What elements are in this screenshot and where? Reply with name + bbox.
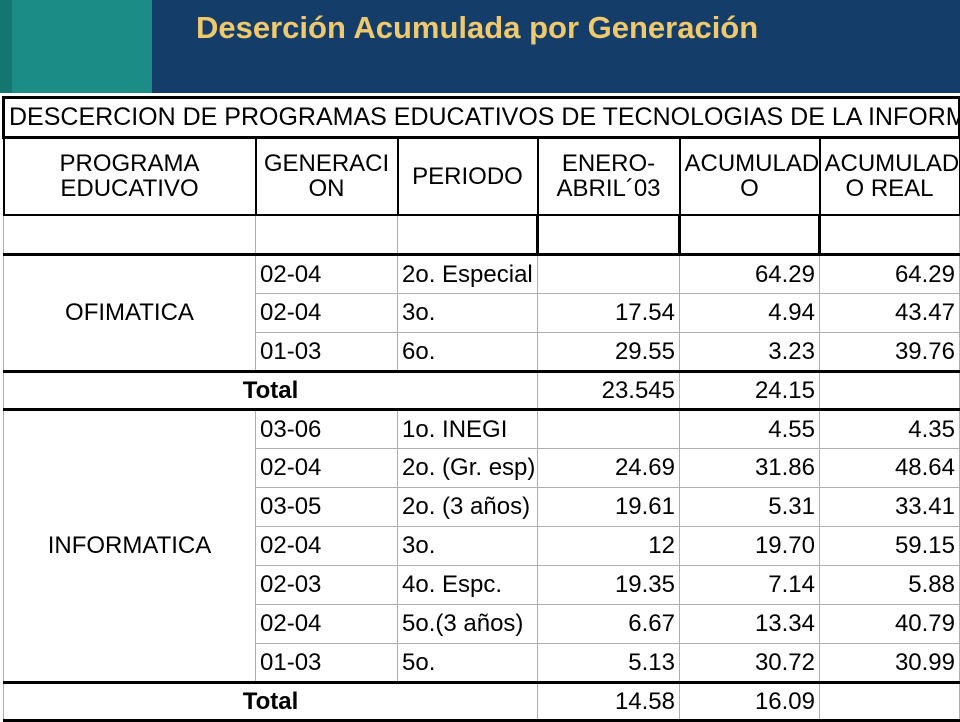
- generation-cell: 01-03: [255, 643, 398, 683]
- generation-cell: 01-03: [255, 332, 398, 372]
- generation-cell: 02-04: [255, 448, 398, 488]
- accumulated-cell: 19.70: [679, 526, 820, 566]
- empty-cell: [818, 214, 960, 256]
- accumulated-real-cell: 48.64: [819, 448, 960, 488]
- column-header: ENERO- ABRIL´03: [536, 136, 681, 216]
- accumulated-real-cell: 5.88: [819, 565, 960, 605]
- jan-apr-cell: [537, 409, 680, 449]
- accumulated-cell: 64.29: [679, 254, 820, 294]
- program-name-cell: OFIMATICA: [3, 254, 256, 372]
- period-cell: 2o. (Gr. esp): [397, 448, 538, 488]
- period-cell: 4o. Espc.: [397, 565, 538, 605]
- slide-title: Deserción Acumulada por Generación: [196, 10, 759, 45]
- total-accumulated-real-cell: [819, 681, 960, 722]
- total-accumulated-cell: 16.09: [679, 681, 820, 722]
- empty-cell: [255, 214, 398, 256]
- accumulated-cell: 30.72: [679, 643, 820, 683]
- total-label: Total: [3, 370, 538, 411]
- accumulated-cell: 4.94: [679, 293, 820, 333]
- accumulated-real-cell: 40.79: [819, 604, 960, 644]
- accumulated-real-cell: 59.15: [819, 526, 960, 566]
- column-header: ACUMULAD O REAL: [818, 136, 960, 216]
- accumulated-cell: 3.23: [679, 332, 820, 372]
- jan-apr-cell: [537, 254, 680, 294]
- dropout-table: DESCERCION DE PROGRAMAS EDUCATIVOS DE TE…: [2, 96, 960, 722]
- jan-apr-cell: 17.54: [537, 293, 680, 333]
- total-jan-apr-cell: 23.545: [537, 370, 680, 411]
- table-caption: DESCERCION DE PROGRAMAS EDUCATIVOS DE TE…: [2, 96, 960, 139]
- accumulated-real-cell: 64.29: [819, 254, 960, 294]
- accumulated-cell: 13.34: [679, 604, 820, 644]
- table-row: 01-03 5o. 5.13 30.72 30.99: [4, 643, 960, 683]
- jan-apr-cell: 29.55: [537, 332, 680, 372]
- total-row: Total 14.58 16.09: [3, 681, 960, 722]
- period-cell: 3o.: [397, 293, 538, 333]
- generation-cell: 02-04: [255, 526, 398, 566]
- jan-apr-cell: 19.61: [537, 487, 680, 527]
- jan-apr-cell: 12: [537, 526, 680, 566]
- period-cell: 3o.: [397, 526, 538, 566]
- accumulated-real-cell: 30.99: [819, 643, 960, 683]
- period-cell: 5o.(3 años): [397, 604, 538, 644]
- total-row: Total 23.545 24.15: [3, 370, 960, 411]
- accumulated-cell: 5.31: [679, 487, 820, 527]
- period-cell: 5o.: [397, 643, 538, 683]
- accumulated-real-cell: 4.35: [819, 409, 960, 449]
- generation-cell: 02-04: [255, 254, 398, 294]
- table-row: INFORMATICA 03-06 1o. INEGI 4.55 4.35: [3, 409, 960, 683]
- generation-cell: 03-06: [255, 409, 398, 449]
- accumulated-cell: 4.55: [679, 409, 820, 449]
- period-cell: 1o. INEGI: [397, 409, 538, 449]
- jan-apr-cell: 24.69: [537, 448, 680, 488]
- empty-cell: [536, 214, 680, 256]
- total-label: Total: [3, 681, 538, 722]
- slide-header: Deserción Acumulada por Generación: [0, 0, 960, 93]
- column-header: GENERACI ON: [254, 136, 399, 216]
- generation-cell: 02-03: [255, 565, 398, 605]
- total-accumulated-real-cell: [819, 370, 960, 411]
- generation-cell: 02-04: [255, 604, 398, 644]
- column-header: ACUMULAD O: [678, 136, 821, 216]
- jan-apr-cell: 19.35: [537, 565, 680, 605]
- jan-apr-cell: 6.67: [537, 604, 680, 644]
- header-accent-stripe: [0, 0, 12, 93]
- generation-cell: 03-05: [255, 487, 398, 527]
- table-row: 02-04 3o. 12 19.70 59.15: [4, 526, 960, 566]
- accumulated-cell: 7.14: [679, 565, 820, 605]
- table-row: 02-04 5o.(3 años) 6.67 13.34 40.79: [4, 604, 960, 644]
- column-header: PROGRAMA EDUCATIVO: [2, 136, 257, 216]
- program-name-cell: INFORMATICA: [3, 409, 256, 683]
- table-row: 02-04 2o. (Gr. esp) 24.69 31.86 48.64: [4, 448, 960, 488]
- header-accent-block: [0, 0, 152, 93]
- empty-cell: [678, 214, 820, 256]
- blank-row: [3, 214, 960, 256]
- jan-apr-cell: 5.13: [537, 643, 680, 683]
- total-accumulated-cell: 24.15: [679, 370, 820, 411]
- accumulated-cell: 31.86: [679, 448, 820, 488]
- accumulated-real-cell: 33.41: [819, 487, 960, 527]
- period-cell: 2o. Especial: [397, 254, 538, 294]
- generation-cell: 02-04: [255, 293, 398, 333]
- accumulated-real-cell: 39.76: [819, 332, 960, 372]
- accumulated-real-cell: 43.47: [819, 293, 960, 333]
- table-row: 03-05 2o. (3 años) 19.61 5.31 33.41: [4, 487, 960, 527]
- column-header: PERIODO: [396, 136, 539, 216]
- total-jan-apr-cell: 14.58: [537, 681, 680, 722]
- empty-cell: [397, 214, 538, 256]
- table-row: OFIMATICA 02-04 2o. Especial 64.29 64.29: [3, 254, 960, 372]
- period-cell: 2o. (3 años): [397, 487, 538, 527]
- period-cell: 6o.: [397, 332, 538, 372]
- empty-cell: [3, 214, 256, 256]
